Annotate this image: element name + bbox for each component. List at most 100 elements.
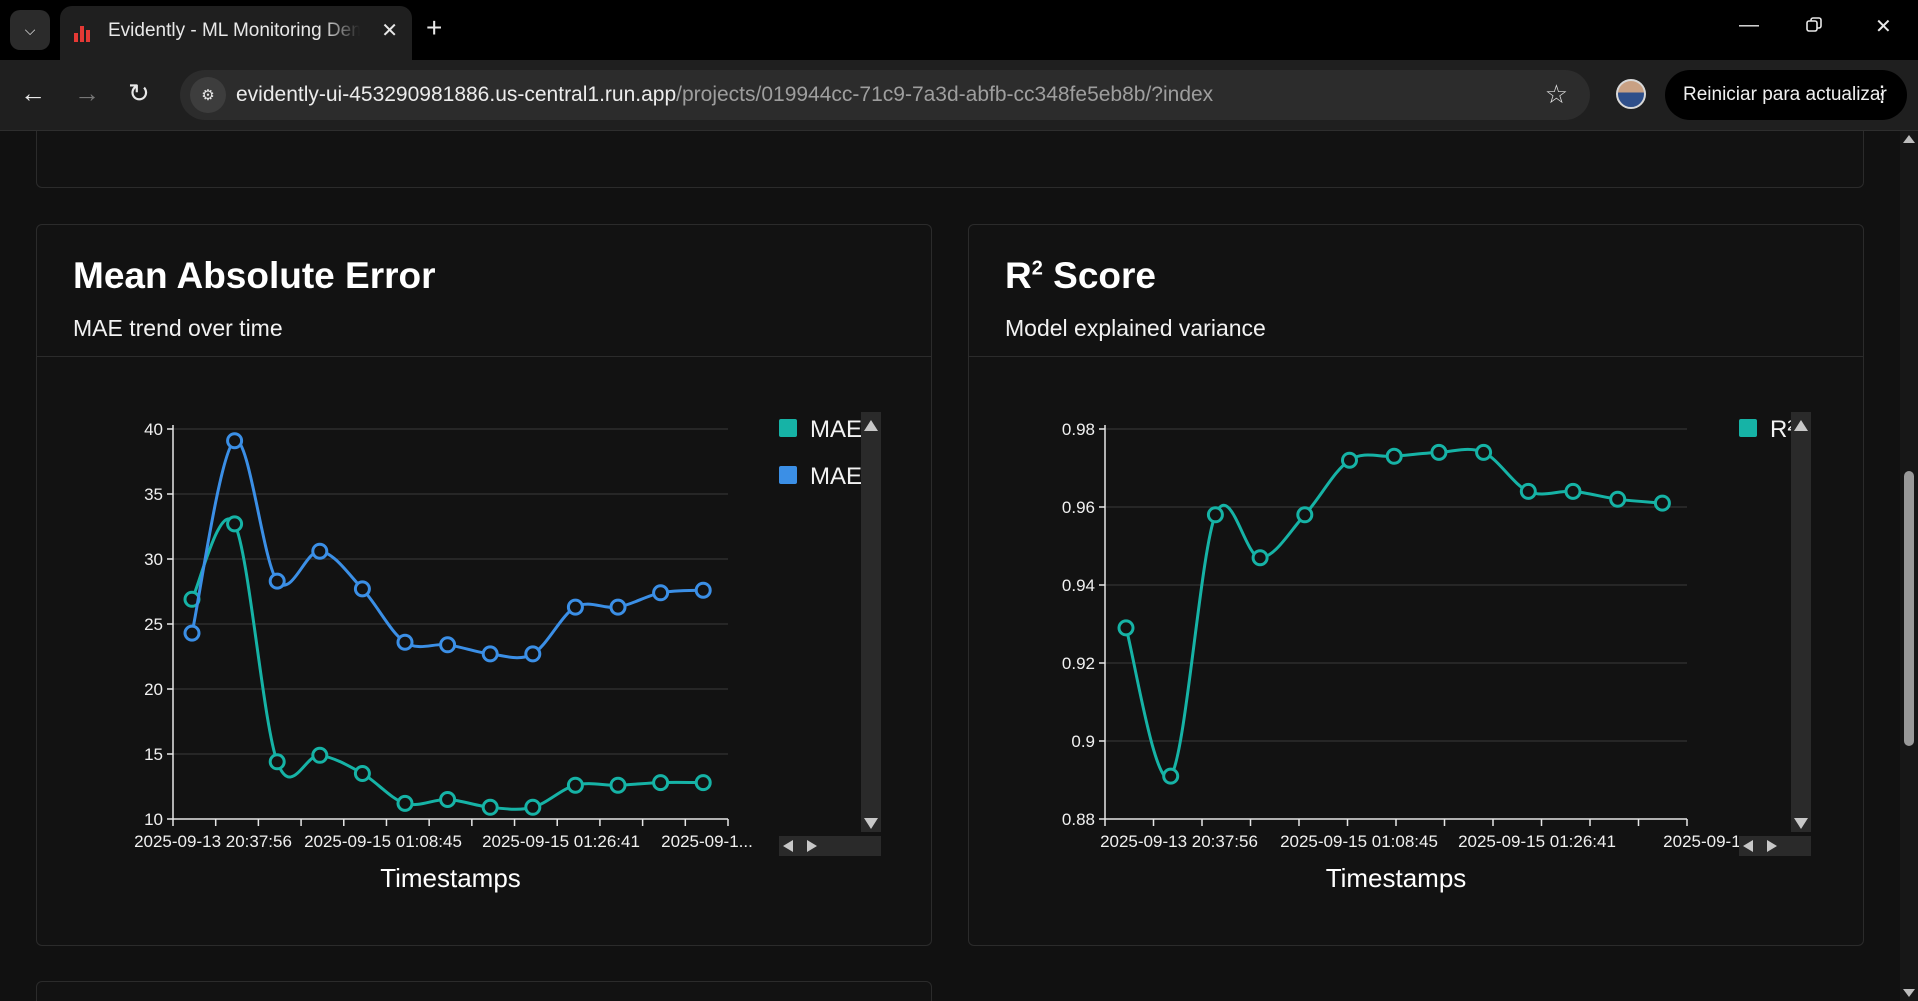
mae-panel-title: Mean Absolute Error bbox=[73, 255, 436, 296]
data-point bbox=[268, 572, 286, 590]
r2-title-main: R bbox=[1005, 255, 1032, 296]
x-axis-label: Timestamps bbox=[380, 863, 521, 893]
data-point bbox=[481, 798, 499, 816]
address-bar[interactable]: ⚙ evidently-ui-453290981886.us-central1.… bbox=[180, 70, 1590, 120]
scrollbar-thumb[interactable] bbox=[1904, 471, 1914, 746]
legend-scrollbar[interactable] bbox=[1791, 412, 1811, 832]
x-tick-label: 2025-09-15 01:26:41 bbox=[1458, 832, 1616, 851]
data-point bbox=[226, 515, 244, 533]
y-tick-label: 20 bbox=[144, 680, 163, 699]
triangle-right-icon[interactable] bbox=[1767, 840, 1777, 852]
minimize-icon[interactable]: — bbox=[1739, 14, 1759, 36]
x-axis-label: Timestamps bbox=[1326, 863, 1467, 893]
tab-strip: ⌵ Evidently - ML Monitoring Demo ✕ + — ✕ bbox=[0, 0, 1918, 60]
legend-scrollbar[interactable] bbox=[861, 412, 881, 832]
triangle-up-icon[interactable] bbox=[1794, 420, 1808, 431]
data-point bbox=[524, 798, 542, 816]
triangle-right-icon[interactable] bbox=[807, 840, 817, 852]
y-tick-label: 0.9 bbox=[1071, 732, 1095, 751]
data-point bbox=[1430, 443, 1448, 461]
close-icon[interactable]: ✕ bbox=[381, 20, 398, 42]
page-scrollbar[interactable] bbox=[1900, 131, 1918, 1001]
r2-panel: R2 Score Model explained variance 0.88 0.… bbox=[968, 224, 1864, 946]
arrow-left-icon[interactable]: ← bbox=[20, 78, 46, 108]
data-point bbox=[1206, 506, 1224, 524]
data-point bbox=[694, 581, 712, 599]
data-point bbox=[652, 774, 670, 792]
y-tick-label: 30 bbox=[144, 550, 163, 569]
browser-toolbar: ← → ↻ ⚙ evidently-ui-453290981886.us-cen… bbox=[0, 60, 1918, 131]
active-tab[interactable]: Evidently - ML Monitoring Demo ✕ bbox=[60, 6, 412, 60]
triangle-down-icon[interactable] bbox=[864, 818, 878, 829]
page-content: Mean Absolute Error MAE trend over time … bbox=[0, 131, 1900, 1001]
series-line bbox=[1124, 447, 1663, 780]
legend-label: MAE bbox=[810, 416, 862, 443]
tab-search-button[interactable]: ⌵ bbox=[10, 10, 50, 50]
tab-title: Evidently - ML Monitoring Demo bbox=[108, 20, 360, 41]
data-point bbox=[353, 580, 371, 598]
legend-label: MAE bbox=[810, 463, 862, 490]
data-point bbox=[694, 774, 712, 792]
data-point bbox=[1251, 549, 1269, 567]
update-button[interactable]: Reiniciar para actualizar ⋮ bbox=[1665, 70, 1907, 120]
data-point bbox=[652, 584, 670, 602]
x-tick-label: 2025-09-13 20:37:56 bbox=[1100, 832, 1258, 851]
data-point bbox=[481, 645, 499, 663]
series-line bbox=[190, 439, 704, 660]
data-point bbox=[566, 776, 584, 794]
url-text[interactable]: evidently-ui-453290981886.us-central1.ru… bbox=[236, 83, 1213, 107]
data-point bbox=[1519, 482, 1537, 500]
legend-swatch bbox=[1739, 419, 1757, 437]
data-point bbox=[1609, 490, 1627, 508]
r2-title-rest: Score bbox=[1042, 255, 1156, 296]
data-point bbox=[524, 645, 542, 663]
tune-icon[interactable]: ⚙ bbox=[190, 77, 226, 113]
y-tick-label: 0.92 bbox=[1062, 654, 1095, 673]
data-point bbox=[609, 776, 627, 794]
triangle-left-icon[interactable] bbox=[783, 840, 793, 852]
chevron-down-icon: ⌵ bbox=[24, 21, 36, 38]
y-tick-label: 0.96 bbox=[1062, 498, 1095, 517]
triangle-up-icon[interactable] bbox=[864, 420, 878, 431]
x-tick-label: 2025-09-1... bbox=[661, 832, 753, 851]
data-point bbox=[311, 542, 329, 560]
x-tick-label: 2025-09-15 01:08:45 bbox=[1280, 832, 1438, 851]
data-point bbox=[1296, 506, 1314, 524]
triangle-left-icon[interactable] bbox=[1743, 840, 1753, 852]
scroll-up-icon[interactable] bbox=[1903, 135, 1915, 143]
url-host: evidently-ui-453290981886.us-central1.ru… bbox=[236, 83, 677, 106]
y-tick-label: 15 bbox=[144, 745, 163, 764]
divider bbox=[969, 356, 1863, 357]
data-point bbox=[1117, 619, 1135, 637]
data-point bbox=[1341, 451, 1358, 469]
window-close-icon[interactable]: ✕ bbox=[1875, 16, 1892, 38]
scroll-down-icon[interactable] bbox=[1903, 989, 1915, 997]
profile-avatar[interactable] bbox=[1616, 79, 1646, 109]
data-point bbox=[183, 624, 201, 642]
data-point bbox=[353, 765, 371, 782]
next-panel bbox=[36, 981, 932, 1001]
r2-panel-title: R2 Score bbox=[1005, 255, 1156, 297]
update-button-label: Reiniciar para actualizar bbox=[1683, 84, 1887, 105]
x-tick-label: 2025-09-13 20:37:56 bbox=[134, 832, 292, 851]
url-path: /projects/019944cc-71c9-7a3d-abfb-cc348f… bbox=[676, 83, 1214, 106]
data-point bbox=[1564, 482, 1582, 500]
data-point bbox=[1385, 447, 1403, 465]
previous-panel bbox=[36, 131, 1864, 188]
r2-chart: 0.88 0.9 0.92 0.94 0.96 0.98 2025-09-13 20:37:… bbox=[1062, 412, 1811, 893]
y-tick-label: 35 bbox=[144, 485, 163, 504]
kebab-menu-icon[interactable]: ⋮ bbox=[1871, 81, 1893, 106]
arrow-right-icon[interactable]: → bbox=[74, 78, 100, 108]
triangle-down-icon[interactable] bbox=[1794, 818, 1808, 829]
star-icon[interactable]: ☆ bbox=[1544, 79, 1568, 109]
y-tick-label: 10 bbox=[144, 810, 163, 829]
bar-chart-icon bbox=[74, 24, 94, 42]
mae-chart: 10 15 20 25 30 35 40 2025-09-13 20:37:56 2025-09… bbox=[134, 412, 881, 893]
reload-icon[interactable]: ↻ bbox=[128, 78, 150, 108]
data-point bbox=[311, 746, 329, 764]
restore-icon[interactable] bbox=[1806, 16, 1822, 32]
plus-icon[interactable]: + bbox=[426, 12, 443, 43]
legend-hscrollbar[interactable] bbox=[779, 836, 881, 856]
data-point bbox=[439, 791, 457, 808]
r2-title-sup: 2 bbox=[1031, 257, 1043, 280]
